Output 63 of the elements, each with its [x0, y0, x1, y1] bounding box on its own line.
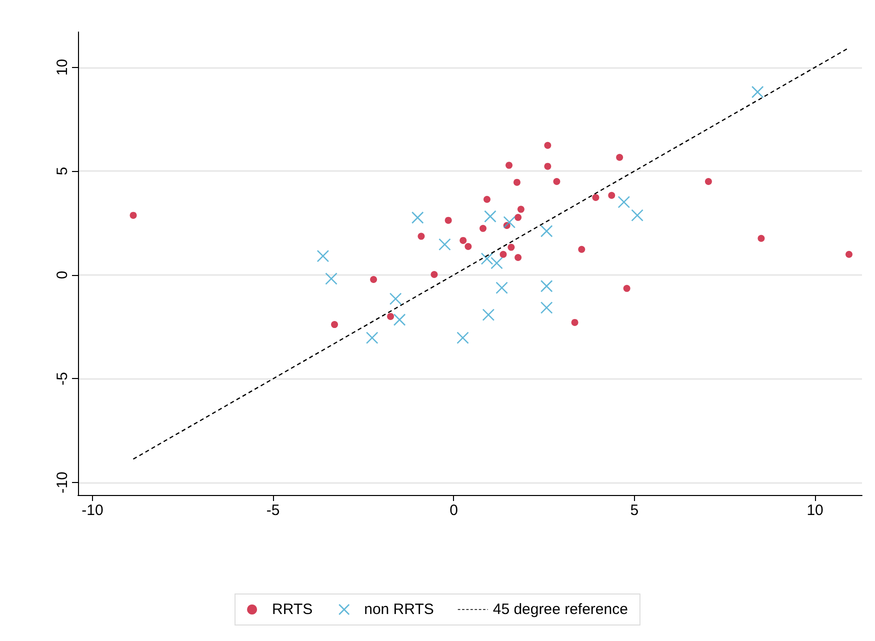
point: [460, 236, 467, 244]
point: [540, 280, 553, 292]
point: [389, 292, 402, 305]
point: [514, 254, 522, 261]
point: [553, 178, 560, 185]
point: [540, 224, 553, 238]
point: [513, 178, 520, 186]
point: [508, 244, 515, 251]
point: [387, 312, 394, 320]
point: [480, 224, 487, 232]
point: [325, 272, 338, 285]
legend-label: RRTS: [272, 601, 313, 618]
point: [618, 196, 630, 208]
point: [514, 214, 522, 221]
x-tick-label: 10: [806, 502, 824, 519]
point: [846, 250, 852, 258]
point: [430, 271, 438, 278]
point: [544, 162, 552, 170]
point: [480, 252, 494, 265]
legend-label: non RRTS: [364, 601, 434, 618]
y-tick-label: -10: [54, 472, 71, 494]
point: [438, 238, 451, 251]
point: [484, 210, 496, 223]
point: [758, 234, 765, 242]
point: [393, 314, 406, 326]
point: [578, 246, 586, 253]
y-tick-label: 10: [54, 58, 71, 76]
point: [506, 162, 513, 169]
point: [456, 332, 469, 344]
legend-label: 45 degree reference: [492, 601, 628, 618]
point: [544, 142, 552, 149]
x-tick-label: -10: [82, 502, 104, 519]
x-tick-label: 0: [450, 502, 458, 519]
point: [464, 242, 472, 250]
point: [366, 332, 378, 344]
point: [482, 308, 495, 321]
point: [411, 211, 424, 224]
point: [418, 232, 425, 240]
point: [490, 256, 503, 270]
point: [704, 178, 712, 185]
point: [331, 321, 338, 328]
point: [370, 276, 378, 283]
point: [316, 250, 330, 262]
y-tick-label: -5: [54, 372, 71, 386]
point: [751, 86, 764, 98]
point: [571, 318, 578, 326]
point: [503, 216, 516, 228]
point: [623, 284, 630, 292]
y-tick-label: 5: [54, 166, 71, 176]
point: [631, 209, 644, 222]
point: [540, 302, 553, 314]
point: [517, 206, 524, 213]
point: [500, 250, 507, 258]
point: [444, 216, 452, 224]
point: [608, 192, 616, 199]
point: [616, 154, 624, 161]
point: [483, 196, 490, 203]
point: [130, 212, 137, 219]
y-tick-label: 0: [54, 270, 71, 280]
x-tick-label: -5: [266, 502, 280, 519]
point: [496, 282, 508, 294]
x-tick-label: 5: [630, 502, 639, 519]
point: [592, 194, 600, 201]
